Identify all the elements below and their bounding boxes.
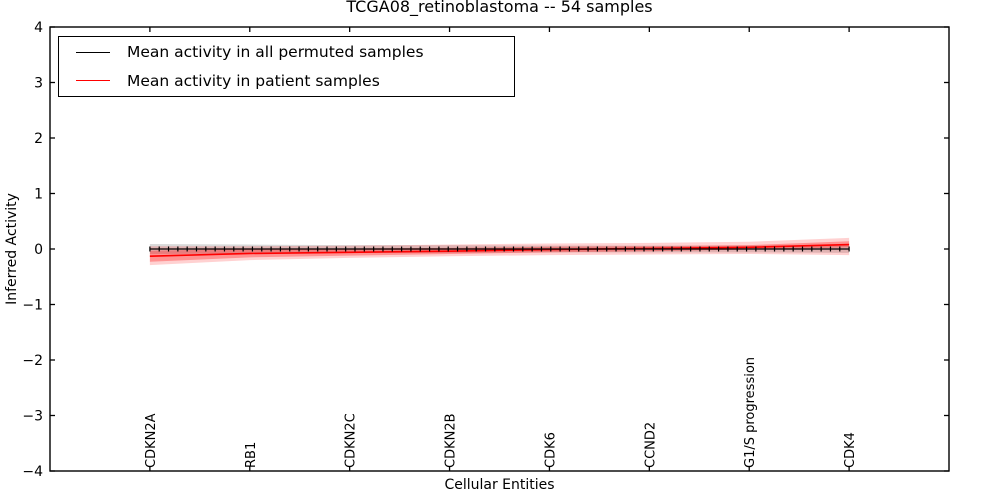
x-category-label: CDKN2A: [144, 413, 159, 468]
legend-label-patient: Mean activity in patient samples: [127, 71, 380, 90]
x-category-label: G1/S progression: [743, 357, 758, 468]
legend-entry-permuted: Mean activity in all permuted samples: [76, 39, 514, 65]
x-category-label: CDKN2C: [344, 413, 359, 468]
y-tick-label: 2: [34, 131, 43, 147]
y-tick-label: 4: [34, 20, 43, 36]
y-axis-label: Inferred Activity: [4, 193, 20, 305]
y-tick-label: 3: [34, 76, 43, 92]
x-category-label: CCND2: [643, 422, 658, 468]
legend-line-black: [76, 51, 110, 53]
x-category-label: CDKN2B: [444, 413, 459, 468]
patient-outer-band: [149, 237, 850, 266]
legend-line-red: [76, 80, 110, 82]
legend-label-permuted: Mean activity in all permuted samples: [127, 43, 424, 62]
y-tick-label: −4: [22, 464, 43, 480]
y-tick-label: −1: [22, 298, 43, 314]
y-tick-label: 1: [34, 187, 43, 203]
y-tick-label: −3: [22, 409, 43, 425]
y-tick-label: 0: [34, 242, 43, 258]
x-category-label: RB1: [244, 442, 259, 468]
x-axis-label: Cellular Entities: [444, 477, 555, 493]
x-category-label: CDK6: [543, 432, 558, 468]
legend-entry-patient: Mean activity in patient samples: [76, 68, 514, 94]
chart-title: TCGA08_retinoblastoma -- 54 samples: [346, 0, 653, 16]
y-tick-label: −2: [22, 353, 43, 369]
x-category-label: CDK4: [843, 432, 858, 468]
patient-mean-line: [149, 243, 850, 258]
patient-inner-band: [149, 241, 850, 262]
legend: Mean activity in all permuted samples Me…: [58, 36, 515, 97]
